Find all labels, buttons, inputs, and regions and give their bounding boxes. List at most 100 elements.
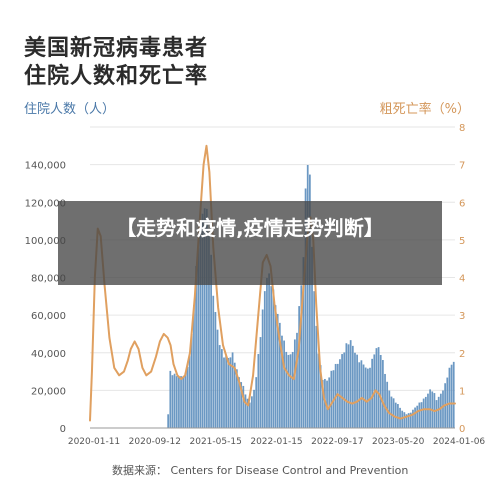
hospitalization-bar (339, 359, 341, 428)
hospitalization-bar (321, 380, 324, 428)
hospitalization-bar (197, 248, 200, 428)
hospitalization-bar (362, 364, 365, 428)
hospitalization-bar (442, 390, 444, 428)
hospitalization-bar (285, 351, 288, 428)
hospitalization-bar (435, 400, 438, 428)
hospitalization-bar (424, 396, 427, 428)
hospitalization-bar (386, 381, 389, 428)
hospitalization-bar (360, 360, 363, 428)
hospitalization-bar (218, 345, 221, 428)
hospitalization-bar (201, 213, 204, 428)
y-tick-label: 140,000 (25, 161, 66, 172)
hospitalization-bar (259, 337, 262, 428)
hospitalization-bar (397, 404, 399, 428)
death-rate-line (89, 144, 456, 422)
y2-tick-label: 2 (459, 349, 465, 360)
hospitalization-bar (268, 273, 270, 428)
y2-tick-label: 8 (459, 123, 465, 134)
hospitalization-bar (270, 286, 273, 428)
x-tick-label: 2022-01-15 (250, 437, 302, 447)
hospitalization-bar (257, 354, 260, 428)
hospitalization-bar (452, 361, 455, 428)
hospitalization-bar (309, 174, 311, 428)
hospitalization-bar (195, 266, 197, 428)
hospitalization-bar (184, 372, 187, 428)
hospitalization-bar (289, 354, 292, 428)
hospitalization-bar (302, 257, 305, 428)
hospitalization-bar (405, 414, 408, 428)
hospitalization-bar (291, 351, 294, 428)
hospitalization-bar (366, 368, 369, 428)
y2-tick-label: 3 (459, 311, 465, 322)
hospitalization-bar (382, 360, 384, 428)
hospitalization-bar (272, 289, 275, 428)
hospitalization-bar (199, 220, 202, 428)
hospitalization-bar (276, 313, 279, 428)
hospitalization-bar (236, 369, 238, 428)
overlay-banner: 【走势和疫情,疫情走势判断】 (58, 201, 442, 285)
hospitalization-bar (358, 362, 361, 428)
hospitalization-bar (330, 370, 333, 428)
hospitalization-bar (178, 377, 180, 428)
hospitalization-bar (167, 414, 170, 428)
hospitalization-bar (341, 354, 343, 428)
hospitalization-bar (208, 234, 210, 428)
hospitalization-bar (371, 358, 374, 428)
hospitalization-bar (412, 409, 414, 428)
hospitalization-bar (266, 277, 268, 428)
hospitalization-bar (427, 393, 429, 428)
hospitalization-bar (182, 377, 185, 428)
hospitalization-bar (242, 385, 245, 428)
hospitalization-bar (263, 291, 266, 428)
y2-tick-label: 5 (459, 236, 465, 247)
hospitalization-bar (175, 376, 178, 428)
hospitalization-bar (246, 398, 249, 428)
hospitalization-bar (190, 334, 193, 428)
y-tick-label: 0 (60, 424, 66, 435)
hospitalization-bar (244, 394, 247, 428)
hospitalization-bar (377, 347, 380, 428)
hospitalization-bar (173, 373, 176, 428)
hospitalization-bar (450, 364, 453, 428)
hospitalization-bar (418, 402, 421, 428)
x-tick-label: 2024-01-06 (433, 437, 486, 447)
y2-tick-label: 0 (459, 424, 465, 435)
hospitalization-bar (274, 305, 277, 428)
hospitalization-bar (306, 164, 309, 428)
hospitalization-bar (422, 398, 425, 428)
hospitalization-bar (210, 254, 212, 428)
hospitalization-bar (416, 405, 419, 428)
x-tick-label: 2020-09-12 (129, 437, 181, 447)
hospitalization-bar (394, 402, 397, 428)
hospitalization-bar (351, 345, 354, 428)
hospitalization-bar (223, 357, 225, 428)
hospitalization-bar (336, 363, 339, 428)
hospitalization-bar (251, 396, 253, 428)
hospitalization-bar (319, 365, 322, 428)
hospitalization-bar (186, 366, 189, 428)
hospitalization-bar (283, 340, 285, 428)
hospitalization-bar (448, 367, 451, 428)
x-tick-label: 2023-05-20 (372, 437, 425, 447)
hospitalization-bar (409, 412, 412, 428)
hospitalization-bar (281, 335, 283, 428)
hospitalization-bar (205, 208, 208, 428)
hospitalization-bar (379, 354, 382, 428)
hospitalization-bar (384, 373, 386, 428)
hospitalization-bar (364, 367, 367, 428)
hospitalization-bar (437, 396, 440, 428)
hospitalization-bar (439, 393, 442, 428)
hospitalization-bar (420, 402, 423, 428)
x-tick-label: 2022-09-17 (311, 437, 363, 447)
hospitalization-bar (188, 355, 191, 428)
hospitalization-bar (354, 352, 356, 428)
y-tick-label: 20,000 (31, 386, 66, 397)
y-tick-label: 80,000 (31, 274, 66, 285)
y-tick-label: 100,000 (25, 236, 66, 247)
chart-title-line-1: 美国新冠病毒患者 (24, 36, 209, 61)
hospitalization-bar (227, 357, 230, 428)
hospitalization-bar (388, 390, 391, 428)
hospitalization-bar (220, 349, 223, 428)
hospitalization-bar (203, 208, 206, 428)
